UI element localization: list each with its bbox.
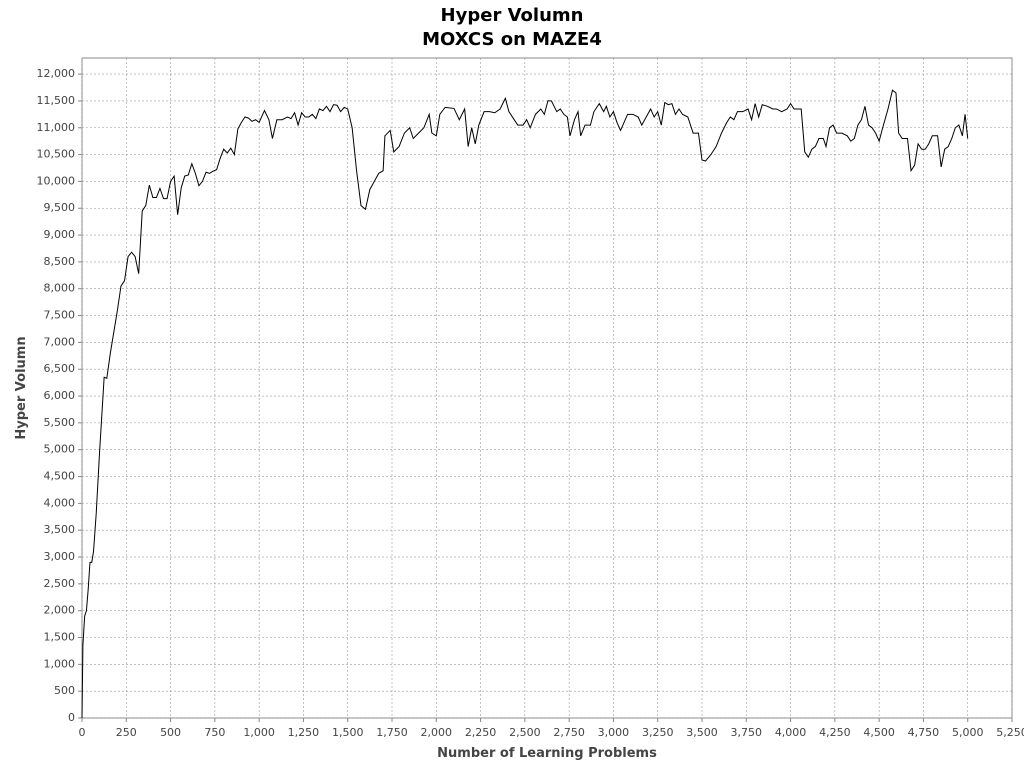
plot-area	[81, 57, 1013, 719]
y-tick-label: 7,500	[44, 309, 76, 322]
x-axis-label: Number of Learning Problems	[437, 746, 657, 761]
y-tick-label: 6,000	[44, 389, 76, 402]
y-tick-label: 5,000	[44, 443, 76, 456]
y-tick-label: 2,000	[44, 604, 76, 617]
y-tick-label: 9,500	[44, 201, 76, 214]
x-tick-label: 2,500	[509, 726, 541, 739]
x-tick-label: 1,750	[376, 726, 408, 739]
y-tick-label: 8,500	[44, 255, 76, 268]
y-tick-label: 10,500	[37, 148, 76, 161]
y-tick-label: 11,500	[37, 94, 76, 107]
y-tick-label: 2,500	[44, 577, 76, 590]
x-tick-label: 2,250	[465, 726, 497, 739]
chart-subtitle: MOXCS on MAZE4	[422, 29, 602, 50]
x-tick-label: 1,250	[288, 726, 320, 739]
x-tick-label: 3,000	[598, 726, 630, 739]
y-tick-label: 11,000	[37, 121, 76, 134]
x-tick-label: 1,500	[332, 726, 364, 739]
x-tick-label: 0	[79, 726, 86, 739]
x-tick-label: 5,250	[996, 726, 1024, 739]
y-tick-label: 6,500	[44, 362, 76, 375]
x-tick-label: 500	[160, 726, 181, 739]
y-tick-label: 3,000	[44, 550, 76, 563]
y-tick-label: 8,000	[44, 282, 76, 295]
x-tick-label: 4,750	[908, 726, 940, 739]
x-tick-label: 750	[204, 726, 225, 739]
y-tick-label: 4,500	[44, 470, 76, 483]
x-tick-label: 4,250	[819, 726, 851, 739]
y-tick-label: 1,000	[44, 657, 76, 670]
x-tick-label: 2,000	[421, 726, 453, 739]
y-tick-label: 3,500	[44, 523, 76, 536]
x-tick-label: 4,000	[775, 726, 807, 739]
x-tick-label: 3,250	[642, 726, 674, 739]
data-line	[81, 89, 969, 719]
y-tick-label: 10,000	[37, 174, 76, 187]
x-tick-label: 2,750	[553, 726, 585, 739]
y-tick-label: 7,000	[44, 335, 76, 348]
y-tick-label: 5,500	[44, 416, 76, 429]
y-tick-label: 1,500	[44, 631, 76, 644]
chart-title: Hyper Volumn	[441, 5, 584, 26]
x-tick-label: 3,500	[686, 726, 718, 739]
y-tick-label: 12,000	[37, 67, 76, 80]
y-tick-label: 4,000	[44, 496, 76, 509]
x-tick-label: 4,500	[863, 726, 895, 739]
y-tick-label: 500	[54, 684, 75, 697]
x-tick-label: 3,750	[731, 726, 763, 739]
x-tick-label: 1,000	[243, 726, 275, 739]
y-tick-label: 0	[68, 711, 75, 724]
y-axis-label: Hyper Volumn	[14, 336, 29, 439]
y-tick-label: 9,000	[44, 228, 76, 241]
x-tick-label: 250	[116, 726, 137, 739]
x-tick-label: 5,000	[952, 726, 984, 739]
